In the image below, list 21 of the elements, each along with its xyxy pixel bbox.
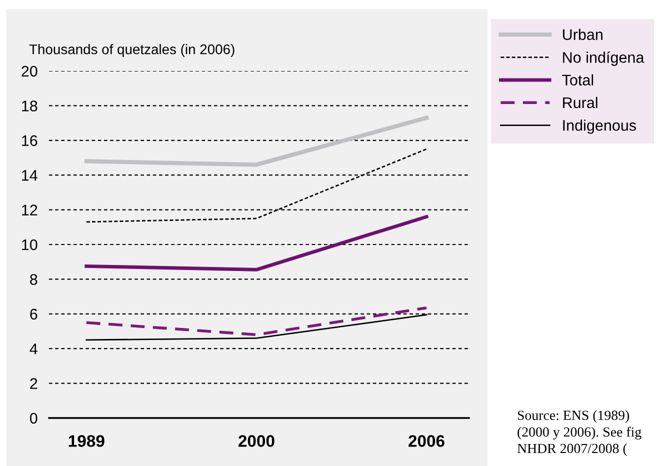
- y-tick-label: 0: [30, 412, 38, 424]
- y-tick-label: 2: [30, 378, 38, 389]
- y-tick-label: 6: [30, 308, 38, 320]
- legend-label: Total: [562, 74, 594, 86]
- x-tick-label: 1989: [68, 435, 104, 447]
- y-tick-label: 18: [22, 100, 38, 112]
- y-tick-label: 10: [22, 239, 38, 250]
- x-tick-label: 2006: [408, 435, 444, 447]
- y-tick-label: 14: [22, 170, 38, 181]
- y-tick-label: 20: [22, 66, 38, 77]
- source-note: Source: ENS (1989) (2000 y 2006). See fig NHDR 2007/2008 (: [517, 410, 642, 456]
- legend-label: Rural: [563, 96, 598, 108]
- legend-label: No indígena: [563, 51, 644, 66]
- y-axis-title: Thousands of quetzales (in 2006): [29, 44, 234, 57]
- legend-label: Urban: [562, 28, 602, 40]
- x-tick-label: 2000: [238, 435, 274, 447]
- y-tick-label: 12: [22, 204, 38, 216]
- y-tick-label: 4: [30, 344, 38, 354]
- legend-label: Indigenous: [563, 120, 636, 134]
- y-tick-label: 8: [30, 274, 38, 285]
- y-tick-label: 16: [22, 135, 38, 146]
